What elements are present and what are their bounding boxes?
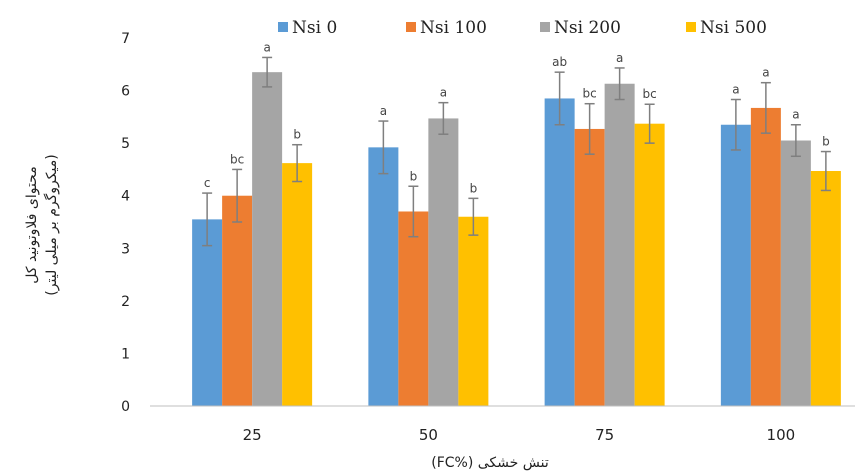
legend-item: Nsi 500 xyxy=(686,18,767,38)
error-bar xyxy=(614,67,625,101)
x-tick-label: 75 xyxy=(595,426,614,444)
legend-label: Nsi 0 xyxy=(292,18,337,38)
significance-label: c xyxy=(204,176,211,190)
bar xyxy=(458,216,489,406)
error-bar xyxy=(584,102,595,155)
bars xyxy=(192,72,841,407)
bar xyxy=(750,107,781,407)
legend-swatch xyxy=(540,22,550,32)
bar xyxy=(604,83,635,406)
error-bars xyxy=(202,56,831,247)
error-bar xyxy=(730,98,741,151)
error-bar xyxy=(378,120,389,175)
bar xyxy=(634,123,665,406)
significance-label: a xyxy=(263,40,270,54)
bar xyxy=(810,171,841,406)
y-tick-label: 2 xyxy=(121,294,130,310)
y-tick-label: 7 xyxy=(121,31,130,47)
bar xyxy=(192,219,223,406)
x-tick-label: 50 xyxy=(419,426,438,444)
y-tick-label: 0 xyxy=(121,399,130,415)
x-axis-ticks: 25 50 75 100 xyxy=(243,426,796,444)
legend-swatch xyxy=(406,22,416,32)
legend-swatch xyxy=(686,22,696,32)
bar xyxy=(544,98,575,406)
bar xyxy=(574,128,605,406)
significance-label: bc xyxy=(230,152,244,166)
bar xyxy=(222,195,253,406)
significance-label: a xyxy=(732,83,739,97)
significance-label: b xyxy=(470,181,478,195)
significance-label: a xyxy=(440,86,447,100)
x-tick-label: 100 xyxy=(767,426,796,444)
significance-label: b xyxy=(410,169,418,183)
significance-label: a xyxy=(380,104,387,118)
bar xyxy=(398,211,429,406)
legend-item: Nsi 100 xyxy=(406,18,487,38)
bar xyxy=(368,147,399,406)
error-bar xyxy=(644,103,655,144)
bar xyxy=(720,124,751,406)
error-bar xyxy=(820,150,831,192)
y-tick-label: 3 xyxy=(121,241,130,257)
significance-label: a xyxy=(762,66,769,80)
error-bar xyxy=(790,123,801,158)
significance-label: a xyxy=(792,108,799,122)
y-axis-ticks: 0 1 2 3 4 5 6 7 xyxy=(121,31,130,415)
significance-label: ab xyxy=(552,55,567,69)
y-tick-label: 1 xyxy=(121,346,130,362)
significance-label: b xyxy=(293,128,301,142)
error-bar xyxy=(262,56,273,88)
error-bar xyxy=(408,185,419,238)
significance-label: bc xyxy=(583,87,597,101)
bar xyxy=(252,72,283,407)
chart-legend: Nsi 0 Nsi 100 Nsi 200 Nsi 500 xyxy=(278,18,767,38)
error-bar xyxy=(292,143,303,183)
legend-label: Nsi 500 xyxy=(700,18,767,38)
y-tick-label: 4 xyxy=(121,189,130,205)
error-bar xyxy=(468,197,479,236)
significance-label: b xyxy=(822,135,830,149)
bar xyxy=(282,163,313,406)
y-axis-title: محتوای فلاوتونید کل(میکروگرم بر میلی لیت… xyxy=(24,154,60,295)
bar xyxy=(780,140,811,406)
significance-label: bc xyxy=(643,87,657,101)
bar xyxy=(428,118,459,406)
legend-item: Nsi 200 xyxy=(540,18,621,38)
y-axis-title-line: محتوای فلاوتونید کل xyxy=(24,166,40,283)
x-axis-title: (FC%) تنش خشکی xyxy=(431,455,549,471)
y-tick-label: 6 xyxy=(121,84,130,100)
significance-label: a xyxy=(616,51,623,65)
legend-item: Nsi 0 xyxy=(278,18,337,38)
y-axis-title-line: (میکروگرم بر میلی لیتر) xyxy=(43,154,60,295)
error-bar xyxy=(760,81,771,134)
error-bar xyxy=(202,192,213,247)
error-bar xyxy=(232,168,243,223)
error-bar xyxy=(438,101,449,135)
legend-swatch xyxy=(278,22,288,32)
y-tick-label: 5 xyxy=(121,136,130,152)
x-tick-label: 25 xyxy=(243,426,262,444)
legend-label: Nsi 200 xyxy=(554,18,621,38)
legend-label: Nsi 100 xyxy=(420,18,487,38)
error-bar xyxy=(554,71,565,126)
